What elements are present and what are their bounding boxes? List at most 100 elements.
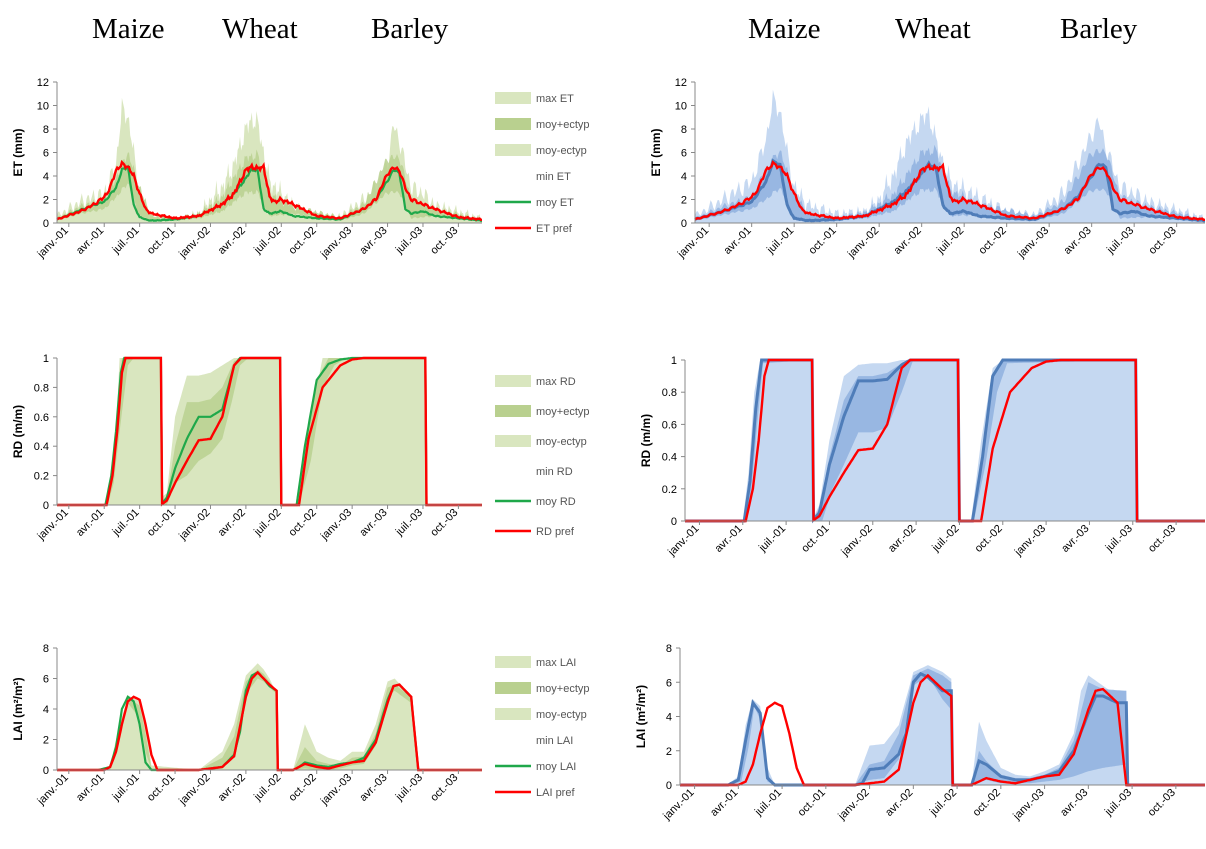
x-tick-label: oct.-02 — [977, 225, 1009, 257]
x-tick-label: avr.-03 — [357, 772, 389, 804]
y-tick-label: 0 — [43, 500, 49, 512]
y-tick-label: 0.8 — [34, 382, 49, 394]
x-tick-label: juil.-03 — [393, 507, 425, 539]
x-tick-label: juil.-01 — [110, 772, 142, 804]
x-tick-label: avr.-01 — [722, 225, 754, 257]
x-tick-label: avr.-03 — [357, 507, 389, 539]
x-tick-label: janv.-01 — [35, 225, 71, 261]
y-axis-label: RD (m/m) — [639, 414, 653, 467]
x-tick-label: avr.-01 — [74, 507, 106, 539]
legend-label: LAI pref — [536, 787, 575, 799]
line-pref-lai-green — [57, 670, 482, 772]
x-tick-label: avr.-03 — [1059, 523, 1091, 555]
x-tick-label: juil.-01 — [110, 507, 142, 539]
x-tick-label: juil.-03 — [1102, 787, 1134, 819]
y-tick-label: 6 — [681, 148, 687, 160]
y-tick-label: 8 — [43, 124, 49, 136]
x-tick-label: janv.-02 — [176, 507, 212, 543]
x-tick-label: avr.-01 — [74, 772, 106, 804]
y-tick-label: 0 — [671, 516, 677, 528]
x-tick-label: avr.-03 — [1058, 787, 1090, 819]
x-tick-label: janv.-01 — [675, 225, 711, 261]
x-tick-label: janv.-01 — [660, 787, 696, 823]
x-tick-label: avr.-02 — [216, 225, 248, 257]
x-tick-label: juil.-03 — [393, 772, 425, 804]
header-maize-right: Maize — [748, 13, 820, 45]
band-max-rd-blue — [685, 360, 1205, 521]
x-tick-label: avr.-01 — [708, 787, 740, 819]
legend-lai-green: max LAI moy+ectyp moy-ectyp min LAI moy LAI L… — [495, 656, 590, 799]
y-tick-label: 4 — [681, 171, 687, 183]
legend-label: moy+ectyp — [536, 406, 590, 418]
x-tick-label: avr.-02 — [883, 787, 915, 819]
y-tick-label: 0.4 — [662, 452, 677, 464]
x-tick-label: juil.-02 — [934, 225, 966, 257]
x-tick-label: avr.-02 — [216, 507, 248, 539]
legend-label: max LAI — [536, 657, 576, 669]
legend-label: moy+ectyp — [536, 119, 590, 131]
y-tick-label: 1 — [43, 353, 49, 365]
legend-et-green: max ET moy+ectyp moy-ectyp min ET moy ET ET p… — [495, 92, 590, 235]
legend-swatch — [495, 435, 531, 447]
x-tick-label: juil.-02 — [927, 787, 959, 819]
y-axis-label: ET (mm) — [11, 128, 25, 176]
legend-label: min ET — [536, 171, 571, 183]
y-tick-label: 8 — [666, 643, 672, 655]
y-tick-label: 0.8 — [662, 387, 677, 399]
y-tick-label: 4 — [43, 171, 49, 183]
y-tick-label: 1 — [671, 355, 677, 367]
legend-label: min RD — [536, 466, 573, 478]
legend-label: moy RD — [536, 496, 576, 508]
x-tick-label: juil.-03 — [1104, 225, 1136, 257]
y-tick-label: 10 — [37, 101, 49, 113]
y-axis-label: LAI (m²/m²) — [634, 685, 648, 748]
y-tick-label: 4 — [43, 704, 49, 716]
x-tick-label: avr.-02 — [886, 523, 918, 555]
x-tick-label: oct.-01 — [807, 225, 839, 257]
x-tick-label: janv.-02 — [839, 523, 875, 559]
y-tick-label: 2 — [681, 195, 687, 207]
header-barley-left: Barley — [371, 13, 449, 45]
x-tick-label: oct.-03 — [428, 225, 460, 257]
legend-rd-green: max RD moy+ectyp moy-ectyp min RD moy RD RD p… — [495, 375, 590, 538]
legend-swatch — [495, 144, 531, 156]
line-pref-et-green — [56, 159, 482, 221]
x-tick-label: avr.-03 — [357, 225, 389, 257]
x-tick-label: janv.-01 — [665, 523, 701, 559]
x-tick-label: oct.-02 — [973, 523, 1005, 555]
x-tick-label: juil.-03 — [393, 225, 425, 257]
y-tick-label: 0.4 — [34, 441, 49, 453]
y-tick-label: 6 — [43, 674, 49, 686]
legend-label: moy-ectyp — [536, 145, 587, 157]
x-tick-label: oct.-03 — [428, 772, 460, 804]
x-tick-label: janv.-02 — [845, 225, 881, 261]
line-pref-rd-blue — [685, 358, 1205, 523]
x-tick-label: janv.-01 — [35, 507, 71, 543]
y-tick-label: 10 — [675, 101, 687, 113]
x-tick-label: oct.-02 — [287, 507, 319, 539]
y-axis-label: ET (mm) — [649, 128, 663, 176]
x-tick-label: oct.-03 — [428, 507, 460, 539]
header-wheat-right: Wheat — [895, 13, 971, 45]
x-tick-label: juil.-02 — [251, 507, 283, 539]
x-tick-label: janv.-03 — [1015, 225, 1051, 261]
y-tick-label: 2 — [666, 746, 672, 758]
x-tick-label: janv.-03 — [318, 772, 354, 808]
y-axis-label: LAI (m²/m²) — [11, 677, 25, 740]
y-tick-label: 8 — [681, 124, 687, 136]
x-tick-label: janv.-03 — [1010, 787, 1046, 823]
x-tick-label: oct.-01 — [145, 507, 177, 539]
y-tick-label: 0 — [681, 218, 687, 230]
x-tick-label: avr.-03 — [1062, 225, 1094, 257]
x-tick-label: juil.-02 — [251, 225, 283, 257]
y-tick-label: 0.6 — [662, 419, 677, 431]
y-tick-label: 0.6 — [34, 412, 49, 424]
x-tick-label: oct.-01 — [145, 772, 177, 804]
legend-label: moy LAI — [536, 761, 576, 773]
